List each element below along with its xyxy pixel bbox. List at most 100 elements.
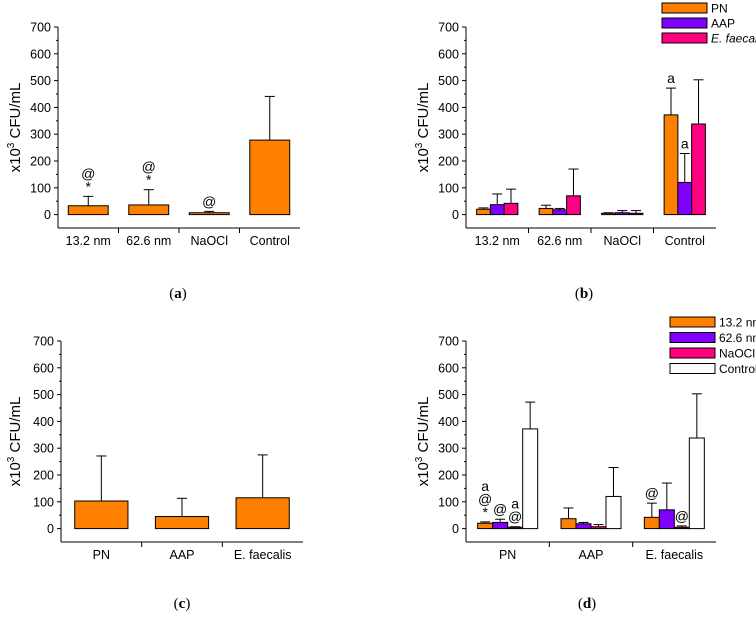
y-axis-label: x103 CFU/mL (6, 83, 24, 173)
bar (673, 526, 690, 530)
panel-caption: (a) (169, 286, 187, 302)
y-axis-label-base: x10 (7, 148, 24, 172)
y-axis-label-exponent: 3 (6, 142, 17, 148)
y-tick-label: 600 (33, 361, 54, 375)
bar (552, 209, 568, 216)
y-tick-label: 400 (30, 101, 51, 115)
bar (477, 522, 494, 530)
y-axis-label-unit: CFU/mL (7, 83, 24, 143)
x-tick-label: Control (665, 234, 705, 248)
bar (643, 516, 660, 530)
y-tick-label: 300 (33, 442, 54, 456)
significance-marker: a (511, 496, 519, 512)
legend-label: PN (711, 2, 728, 16)
y-axis-label-unit: CFU/mL (7, 397, 24, 457)
significance-marker: * (146, 172, 152, 188)
y-tick-label: 700 (30, 21, 51, 35)
y-tick-label: 300 (30, 128, 51, 142)
y-axis-label-exponent: 3 (6, 456, 17, 462)
bar (691, 123, 706, 216)
y-axis-label-exponent: 3 (414, 142, 425, 148)
y-axis-label: x103 CFU/mL (6, 397, 24, 487)
legend-label: Control (719, 362, 756, 376)
bar (249, 139, 291, 216)
y-axis-label-unit: CFU/mL (415, 83, 432, 143)
x-tick-label: NaOCl (190, 234, 228, 248)
y-tick-label: 0 (452, 522, 459, 536)
bar (538, 207, 554, 216)
x-tick-label: 13.2 nm (475, 234, 520, 248)
caption-paren-open: ( (578, 596, 583, 612)
y-tick-label: 100 (30, 181, 51, 195)
y-tick-label: 200 (438, 155, 459, 169)
y-axis-label: x103 CFU/mL (414, 83, 432, 173)
caption-paren-close: ) (588, 286, 593, 302)
y-tick-label: 0 (47, 522, 54, 536)
y-tick-label: 400 (438, 101, 459, 115)
panel-caption: (c) (174, 596, 191, 612)
significance-marker: * (86, 178, 92, 194)
caption-paren-close: ) (182, 286, 187, 302)
significance-marker: * (482, 504, 488, 520)
y-tick-label: 400 (33, 415, 54, 429)
caption-paren-open: ( (575, 286, 580, 302)
bar (628, 212, 644, 216)
chart-panel-c: 0 100 200 300 400 500 600 700 x103 CFU/mL PN AAP E.… (6, 335, 303, 612)
bar (566, 195, 581, 216)
bar (601, 212, 616, 216)
x-tick-label: 62.6 nm (537, 234, 582, 248)
y-tick-label: 0 (452, 208, 459, 222)
y-tick-label: 400 (438, 415, 459, 429)
caption-letter: c (179, 596, 186, 612)
x-tick-label: 13.2 nm (66, 234, 111, 248)
x-tick-label: PN (499, 548, 516, 562)
x-tick-label: E. faecalis (234, 548, 292, 562)
caption-paren-close: ) (591, 596, 596, 612)
bar (74, 500, 129, 530)
caption-letter: a (174, 286, 182, 302)
bar (67, 205, 109, 216)
y-axis-label-exponent: 3 (414, 456, 425, 462)
caption-paren-open: ( (169, 286, 174, 302)
y-tick-label: 100 (33, 495, 54, 509)
bar (154, 516, 210, 530)
significance-marker: @ (645, 485, 659, 501)
bar (590, 526, 607, 530)
x-tick-label: PN (93, 548, 110, 562)
legend-label: AAP (711, 17, 735, 31)
significance-marker: a (667, 70, 675, 86)
y-tick-label: 600 (438, 47, 459, 61)
caption-paren-close: ) (185, 596, 190, 612)
legend-swatch (669, 332, 716, 343)
y-tick-label: 500 (30, 74, 51, 88)
y-axis-label-base: x10 (415, 148, 432, 172)
significance-marker: @ (142, 159, 156, 175)
legend-swatch (669, 316, 716, 328)
chart-panel-a: 0 100 200 300 400 500 600 700 x103 CFU/mL 13.2 nm… (6, 21, 300, 302)
caption-letter: b (580, 286, 588, 302)
y-tick-label: 200 (30, 155, 51, 169)
significance-marker: @ (675, 508, 689, 524)
panel-caption: (b) (575, 286, 593, 302)
significance-marker: a (681, 135, 689, 151)
bar (663, 114, 679, 216)
bar (575, 523, 592, 530)
significance-marker: a (481, 478, 489, 494)
y-axis-label-unit: CFU/mL (415, 397, 432, 457)
bar (128, 204, 170, 216)
y-tick-label: 100 (438, 181, 459, 195)
y-tick-label: 100 (438, 495, 459, 509)
legend-swatch (669, 363, 716, 374)
bar (492, 521, 509, 530)
bar (614, 212, 630, 216)
legend-swatch (669, 347, 716, 359)
bar (489, 204, 505, 216)
caption-paren-open: ( (174, 596, 179, 612)
y-tick-label: 200 (33, 469, 54, 483)
y-tick-label: 300 (438, 442, 459, 456)
x-tick-label: E. faecalis (645, 548, 703, 562)
y-tick-label: 500 (438, 388, 459, 402)
y-axis-label: x103 CFU/mL (414, 397, 432, 487)
